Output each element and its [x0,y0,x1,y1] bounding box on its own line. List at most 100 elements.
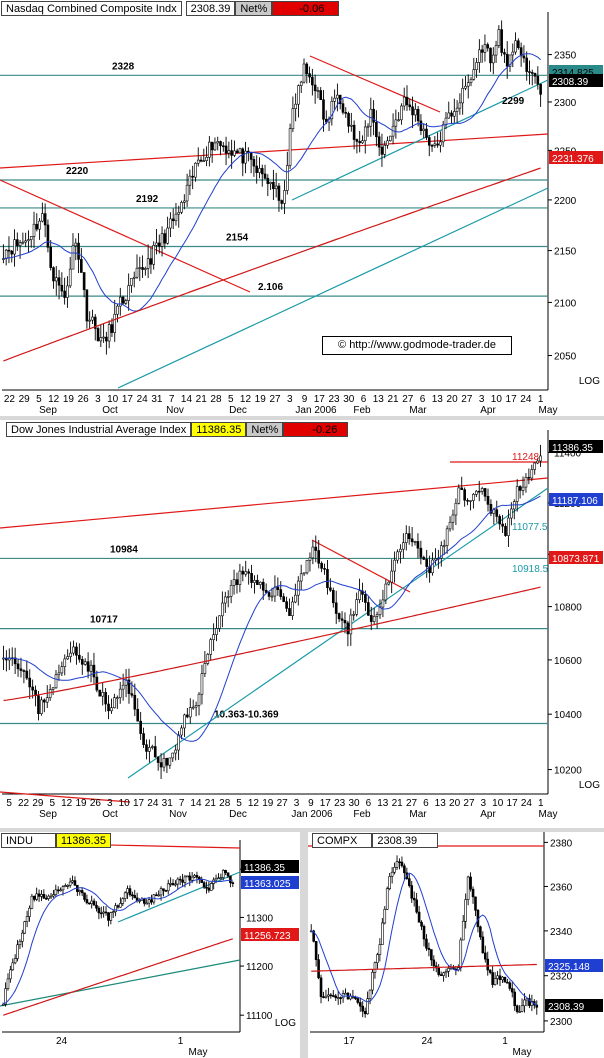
annotation-10918: 10918.5 [512,564,549,575]
candle [183,876,187,883]
candle [372,108,375,123]
candle [229,585,233,597]
candle [439,141,442,146]
x-month-label: Nov [166,405,184,416]
x-tick-label: 1 [538,394,544,405]
candle [448,521,452,530]
x-month-label: Oct [102,405,118,416]
candle [110,707,113,712]
x-month-label: May [539,405,558,416]
candle [169,218,172,229]
candle [393,559,396,572]
candle [190,876,194,881]
candle [113,313,117,333]
candle [445,528,449,546]
x-tick-label: 30 [343,394,355,405]
indu-chart: 11100112001130011400LOG11386.3511363.025… [0,840,299,1058]
candle [60,284,64,292]
candle [43,213,47,226]
candle [111,911,115,914]
x-tick-label: 17 [122,394,134,405]
candle [383,145,387,155]
candle [410,885,414,899]
candle [73,880,77,886]
candle [276,586,280,590]
candle [291,601,294,616]
trend-line-long [0,477,549,529]
nasdaq-chart-panel: 2050210021502200225023002350LOG232822202… [0,0,604,416]
candle [363,1010,367,1015]
candle [319,977,323,998]
candle [46,224,50,248]
indu-chart-panel: 11100112001130011400LOG11386.3511363.025… [0,832,300,1058]
candle [390,871,394,877]
candle [23,921,27,934]
candle [405,96,409,106]
candle [80,890,84,894]
x-tick-label: 31 [151,394,163,405]
candle [407,533,411,540]
candle [497,29,501,46]
trend-line-old [0,791,131,803]
x-tick-label: 27 [269,394,281,405]
candle [483,488,487,497]
candle [143,898,146,904]
x-month-label: Jan 2006 [291,809,333,820]
candle [244,571,248,575]
candle [91,316,94,321]
candle [202,160,206,162]
x-tick-label: 24 [520,394,532,405]
candle [510,508,513,519]
candle [263,173,267,179]
candle [336,94,339,99]
credit-watermark[interactable]: © http://www.godmode-trader.de [322,336,512,355]
price-box-label: 11256.723 [244,931,291,942]
candle [464,85,467,89]
candle [63,290,66,298]
candle [229,875,232,883]
candle [501,523,504,527]
candle [64,885,67,887]
candle [31,686,34,691]
candle [128,888,132,896]
candle [528,998,531,1006]
candle [498,975,502,981]
candle [358,1002,362,1007]
candle [333,97,336,102]
candle [78,654,81,660]
candle [356,998,360,1003]
annotation-11077: 11077.5 [512,522,548,533]
candle [373,962,377,973]
x-tick-label: 28 [219,798,231,809]
candle [311,76,314,86]
compx-chart: 2300 2320 2340 2360 2380 2325.148 2308.39 17 24 1… [308,832,603,1058]
candle [49,247,53,268]
candle [447,112,451,119]
y-tick-label: 10400 [554,710,582,721]
candle [104,911,108,914]
candle [494,45,498,56]
candle [361,140,364,144]
candle [508,54,512,67]
candle [227,150,231,154]
candle [274,185,278,190]
moving-average-long [3,167,541,362]
candle [504,525,507,536]
candle [102,336,105,339]
candle [501,976,504,981]
candle [366,125,370,128]
candle [157,242,161,247]
candle [195,875,199,878]
candle [11,962,15,971]
candle [127,679,131,694]
candle [16,663,20,670]
candle [375,121,378,138]
candle [13,657,17,665]
y-tick-label: 11300 [246,913,274,924]
candle [199,159,203,162]
candle [51,687,55,690]
candle [89,664,93,672]
candle [104,692,107,705]
candle [495,509,499,517]
candle [358,590,361,600]
